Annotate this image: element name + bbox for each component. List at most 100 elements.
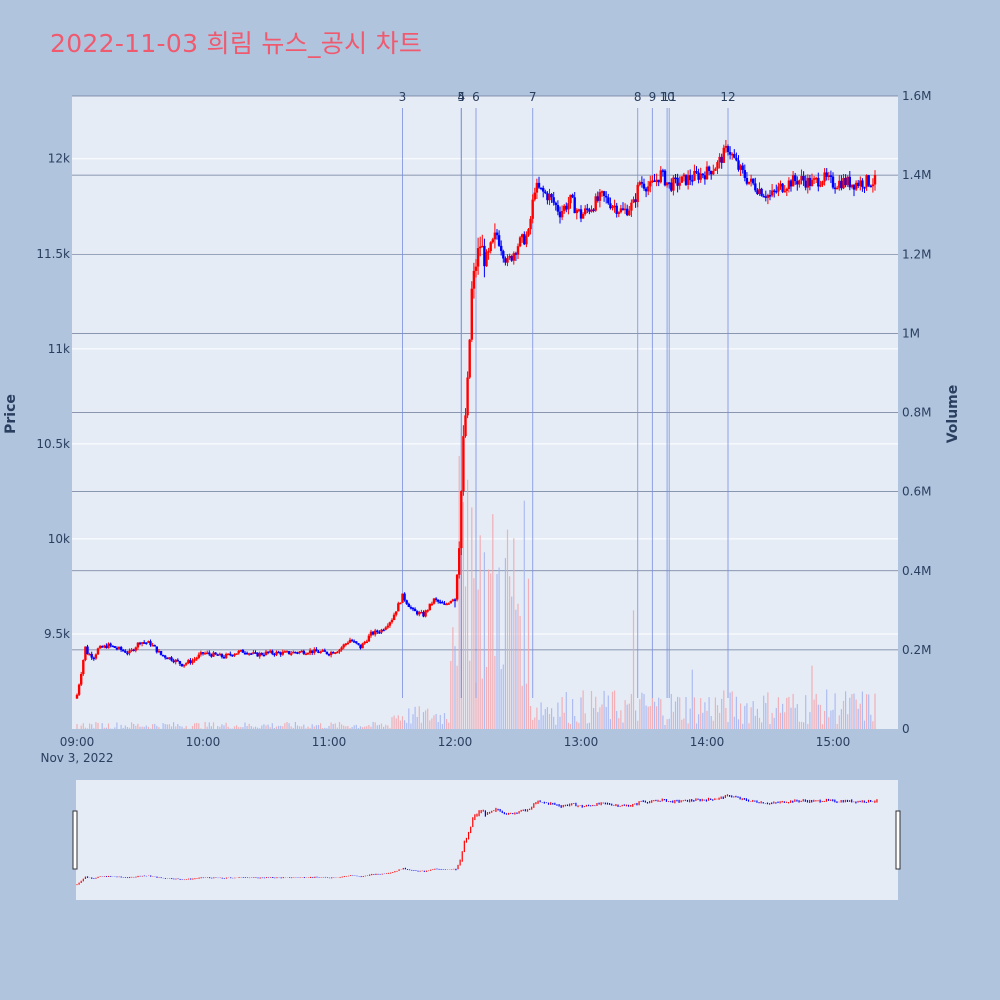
candle-body <box>783 190 786 193</box>
volume-tick-label: 0.4M <box>902 564 931 578</box>
candle-body <box>418 612 421 615</box>
volume-bar <box>530 706 532 729</box>
time-tick-label: 12:00 <box>438 735 473 749</box>
candle-body <box>161 654 165 657</box>
volume-bar <box>538 719 540 729</box>
candle-body <box>581 214 585 219</box>
volume-bar <box>651 698 653 729</box>
volume-tick-label: 0.6M <box>902 485 931 499</box>
volume-bar <box>863 720 866 729</box>
price-tick-label: 12k <box>48 152 70 166</box>
range-slider-right-handle[interactable] <box>895 810 901 870</box>
volume-bar <box>173 722 175 729</box>
volume-bar <box>404 720 406 729</box>
volume-bar <box>754 715 756 729</box>
candle-body <box>90 653 93 658</box>
price-tick-label: 10k <box>48 532 70 546</box>
candle-body <box>537 182 541 188</box>
candle-body <box>760 188 763 196</box>
candle-body <box>787 180 791 190</box>
candle-body <box>527 229 530 236</box>
candle-body <box>544 191 547 194</box>
candle-body <box>134 647 137 651</box>
volume-bar <box>326 728 328 729</box>
volume-bar <box>280 725 282 729</box>
volume-bar <box>238 727 240 729</box>
candle-body <box>489 242 492 252</box>
candle-body <box>367 635 371 642</box>
volume-bar <box>393 715 395 729</box>
candle-body <box>619 208 623 213</box>
range-slider[interactable] <box>76 780 898 900</box>
candle-body <box>277 651 280 654</box>
volume-bar <box>748 723 750 729</box>
volume-bar <box>691 669 693 729</box>
candle-body <box>101 646 104 648</box>
volume-bar <box>477 589 479 729</box>
candle-body <box>271 650 274 654</box>
volume-bar <box>385 724 387 729</box>
volume-bar <box>685 697 687 729</box>
candle-body <box>336 651 339 654</box>
volume-bar <box>410 723 412 729</box>
candle-body <box>655 179 658 182</box>
volume-axis: 0 0.2M 0.4M 0.6M 0.8M 1M 1.2M 1.4M 1.6M <box>902 89 931 736</box>
volume-bar <box>716 705 719 729</box>
volume-bar <box>84 727 86 729</box>
price-tick-label: 11.5k <box>36 247 70 261</box>
candle-body <box>554 202 557 205</box>
candle-body <box>313 649 316 654</box>
candle-body <box>281 651 284 655</box>
price-axis-title: Price <box>3 394 19 434</box>
candle-body <box>439 601 442 604</box>
candle-body <box>735 157 738 161</box>
volume-bar <box>723 690 725 729</box>
range-slider-left-handle[interactable] <box>72 810 78 870</box>
candle-body <box>737 160 740 170</box>
volume-bar <box>645 705 647 729</box>
volume-bar <box>359 726 362 729</box>
volume-bar <box>777 697 779 729</box>
candle-body <box>397 603 400 612</box>
candle-body <box>338 649 341 652</box>
volume-bar <box>91 724 93 729</box>
news-marker-label: 5 <box>457 90 465 104</box>
candle-body <box>796 181 799 185</box>
volume-bar <box>483 552 485 729</box>
volume-bar <box>746 703 748 729</box>
candle-body <box>172 660 175 663</box>
candle-body <box>180 663 184 667</box>
candle-body <box>82 660 85 674</box>
volume-bar <box>588 722 590 729</box>
candle-body <box>815 177 818 180</box>
candle-body <box>542 187 545 192</box>
volume-bar <box>97 722 99 729</box>
volume-bar <box>313 726 315 729</box>
candle-body <box>691 180 694 182</box>
volume-bar <box>572 699 574 729</box>
volume-bar <box>462 502 464 729</box>
candle-body <box>808 177 812 187</box>
volume-bar <box>332 724 334 729</box>
volume-bar <box>324 727 326 729</box>
candle-body <box>233 654 236 656</box>
volume-bar <box>311 724 313 729</box>
candle-body <box>747 181 751 184</box>
volume-bar <box>399 720 401 729</box>
volume-bar <box>752 701 754 729</box>
candle-body <box>189 660 192 664</box>
candle-body <box>315 649 318 652</box>
candle-body <box>294 651 297 654</box>
volume-bar <box>120 724 122 729</box>
volume-bar <box>590 690 593 729</box>
volume-bar <box>576 721 578 729</box>
volume-bar <box>492 514 494 729</box>
candle-body <box>739 165 742 170</box>
volume-bar <box>107 723 110 729</box>
candle-body <box>670 182 673 191</box>
candle-body <box>504 258 507 263</box>
candle-body <box>869 185 872 188</box>
volume-bar <box>800 721 803 729</box>
candle-body <box>550 193 553 198</box>
volume-bar <box>341 724 343 729</box>
